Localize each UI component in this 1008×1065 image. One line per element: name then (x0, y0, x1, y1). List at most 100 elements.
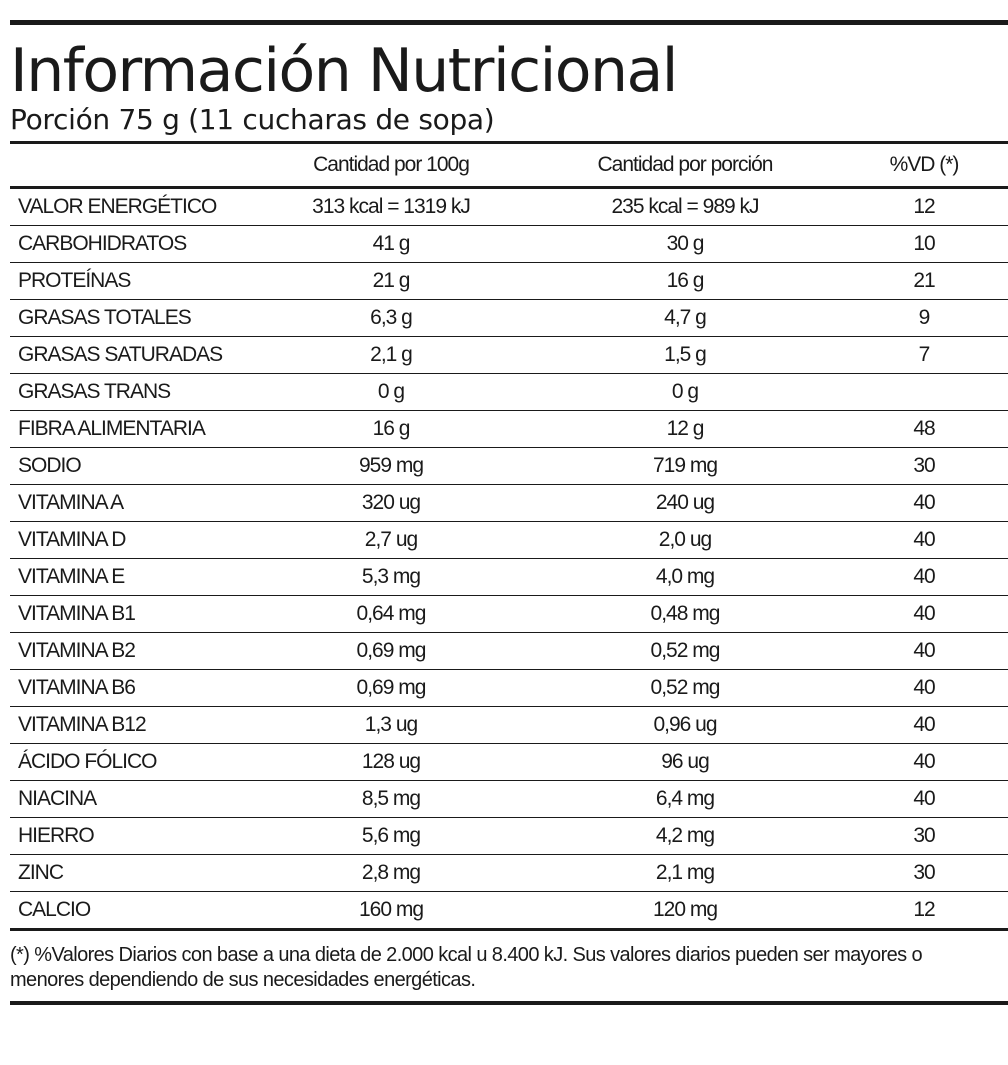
daily-value-percent: 30 (840, 447, 1008, 485)
nutrient-name: VITAMINA B1 (10, 595, 252, 633)
daily-value-percent: 10 (840, 225, 1008, 263)
nutrition-table: Cantidad por 100g Cantidad por porción %… (10, 141, 1008, 931)
table-row: VITAMINA B6 0,69 mg 0,52 mg 40 (10, 669, 1008, 707)
table-row: VITAMINA A 320 ug 240 ug 40 (10, 484, 1008, 522)
table-row: VALOR ENERGÉTICO 313 kcal = 1319 kJ 235 kc… (10, 187, 1008, 226)
daily-value-percent: 40 (840, 632, 1008, 670)
amount-per-portion: 0,52 mg (530, 669, 840, 707)
amount-per-100g: 8,5 mg (252, 780, 530, 818)
amount-per-100g: 16 g (252, 410, 530, 448)
amount-per-100g: 21 g (252, 262, 530, 300)
amount-per-100g: 5,3 mg (252, 558, 530, 596)
amount-per-portion: 16 g (530, 262, 840, 300)
amount-per-portion: 12 g (530, 410, 840, 448)
amount-per-portion: 0,96 ug (530, 706, 840, 744)
nutrient-name: VITAMINA D (10, 521, 252, 559)
amount-per-100g: 320 ug (252, 484, 530, 522)
nutrient-name: VITAMINA A (10, 484, 252, 522)
table-row: VITAMINA B12 1,3 ug 0,96 ug 40 (10, 706, 1008, 744)
amount-per-100g: 41 g (252, 225, 530, 263)
header-per-portion: Cantidad por porción (530, 142, 840, 189)
table-row: CARBOHIDRATOS 41 g 30 g 10 (10, 225, 1008, 263)
amount-per-100g: 313 kcal = 1319 kJ (252, 187, 530, 226)
daily-value-percent: 30 (840, 817, 1008, 855)
nutrient-name: GRASAS TOTALES (10, 299, 252, 337)
serving-size: Porción 75 g (11 cucharas de sopa) (10, 103, 495, 136)
amount-per-100g: 128 ug (252, 743, 530, 781)
header-nutrient (10, 142, 252, 189)
header-daily-value: %VD (*) (840, 142, 1008, 189)
nutrient-name: VITAMINA B6 (10, 669, 252, 707)
amount-per-portion: 0 g (530, 373, 840, 411)
table-header-row: Cantidad por 100g Cantidad por porción %… (10, 142, 1008, 189)
nutrient-name: ÁCIDO FÓLICO (10, 743, 252, 781)
nutrition-facts-panel: Información Nutricional Porción 75 g (11… (10, 20, 1008, 1005)
amount-per-100g: 6,3 g (252, 299, 530, 337)
nutrient-name: NIACINA (10, 780, 252, 818)
amount-per-portion: 4,2 mg (530, 817, 840, 855)
amount-per-100g: 160 mg (252, 891, 530, 931)
header-per-100g: Cantidad por 100g (252, 142, 530, 189)
daily-value-percent: 12 (840, 187, 1008, 226)
amount-per-portion: 96 ug (530, 743, 840, 781)
table-row: VITAMINA B1 0,64 mg 0,48 mg 40 (10, 595, 1008, 633)
table-row: ÁCIDO FÓLICO 128 ug 96 ug 40 (10, 743, 1008, 781)
amount-per-100g: 5,6 mg (252, 817, 530, 855)
nutrient-name: ZINC (10, 854, 252, 892)
amount-per-portion: 30 g (530, 225, 840, 263)
amount-per-100g: 2,1 g (252, 336, 530, 374)
table-row: SODIO 959 mg 719 mg 30 (10, 447, 1008, 485)
amount-per-portion: 4,7 g (530, 299, 840, 337)
table-row: NIACINA 8,5 mg 6,4 mg 40 (10, 780, 1008, 818)
nutrient-name: GRASAS SATURADAS (10, 336, 252, 374)
daily-value-percent: 40 (840, 558, 1008, 596)
table-row: HIERRO 5,6 mg 4,2 mg 30 (10, 817, 1008, 855)
amount-per-100g: 0,64 mg (252, 595, 530, 633)
table-row: VITAMINA E 5,3 mg 4,0 mg 40 (10, 558, 1008, 596)
amount-per-portion: 2,1 mg (530, 854, 840, 892)
amount-per-100g: 959 mg (252, 447, 530, 485)
daily-value-percent: 40 (840, 669, 1008, 707)
nutrient-name: GRASAS TRANS (10, 373, 252, 411)
nutrient-name: HIERRO (10, 817, 252, 855)
top-rule (10, 20, 1008, 25)
daily-value-percent: 9 (840, 299, 1008, 337)
amount-per-100g: 2,7 ug (252, 521, 530, 559)
daily-value-percent: 40 (840, 743, 1008, 781)
table-row: ZINC 2,8 mg 2,1 mg 30 (10, 854, 1008, 892)
daily-value-percent: 7 (840, 336, 1008, 374)
amount-per-100g: 2,8 mg (252, 854, 530, 892)
table-row: FIBRA ALIMENTARIA 16 g 12 g 48 (10, 410, 1008, 448)
table-row: VITAMINA D 2,7 ug 2,0 ug 40 (10, 521, 1008, 559)
amount-per-100g: 0 g (252, 373, 530, 411)
amount-per-portion: 1,5 g (530, 336, 840, 374)
amount-per-portion: 235 kcal = 989 kJ (530, 187, 840, 226)
daily-value-percent: 12 (840, 891, 1008, 931)
nutrient-name: VALOR ENERGÉTICO (10, 187, 252, 226)
daily-value-percent (840, 373, 1008, 411)
table-row: VITAMINA B2 0,69 mg 0,52 mg 40 (10, 632, 1008, 670)
daily-value-percent: 48 (840, 410, 1008, 448)
daily-value-percent: 40 (840, 484, 1008, 522)
amount-per-portion: 0,52 mg (530, 632, 840, 670)
daily-value-percent: 40 (840, 521, 1008, 559)
daily-value-percent: 40 (840, 780, 1008, 818)
amount-per-100g: 1,3 ug (252, 706, 530, 744)
label-title: Información Nutricional (10, 36, 678, 106)
nutrient-name: FIBRA ALIMENTARIA (10, 410, 252, 448)
amount-per-100g: 0,69 mg (252, 632, 530, 670)
daily-value-percent: 40 (840, 595, 1008, 633)
amount-per-portion: 6,4 mg (530, 780, 840, 818)
amount-per-100g: 0,69 mg (252, 669, 530, 707)
nutrient-name: CARBOHIDRATOS (10, 225, 252, 263)
daily-value-percent: 30 (840, 854, 1008, 892)
daily-value-percent: 21 (840, 262, 1008, 300)
amount-per-portion: 240 ug (530, 484, 840, 522)
bottom-rule (10, 1001, 1008, 1005)
amount-per-portion: 120 mg (530, 891, 840, 931)
daily-value-footnote: (*) %Valores Diarios con base a una diet… (10, 944, 923, 991)
daily-value-percent: 40 (840, 706, 1008, 744)
